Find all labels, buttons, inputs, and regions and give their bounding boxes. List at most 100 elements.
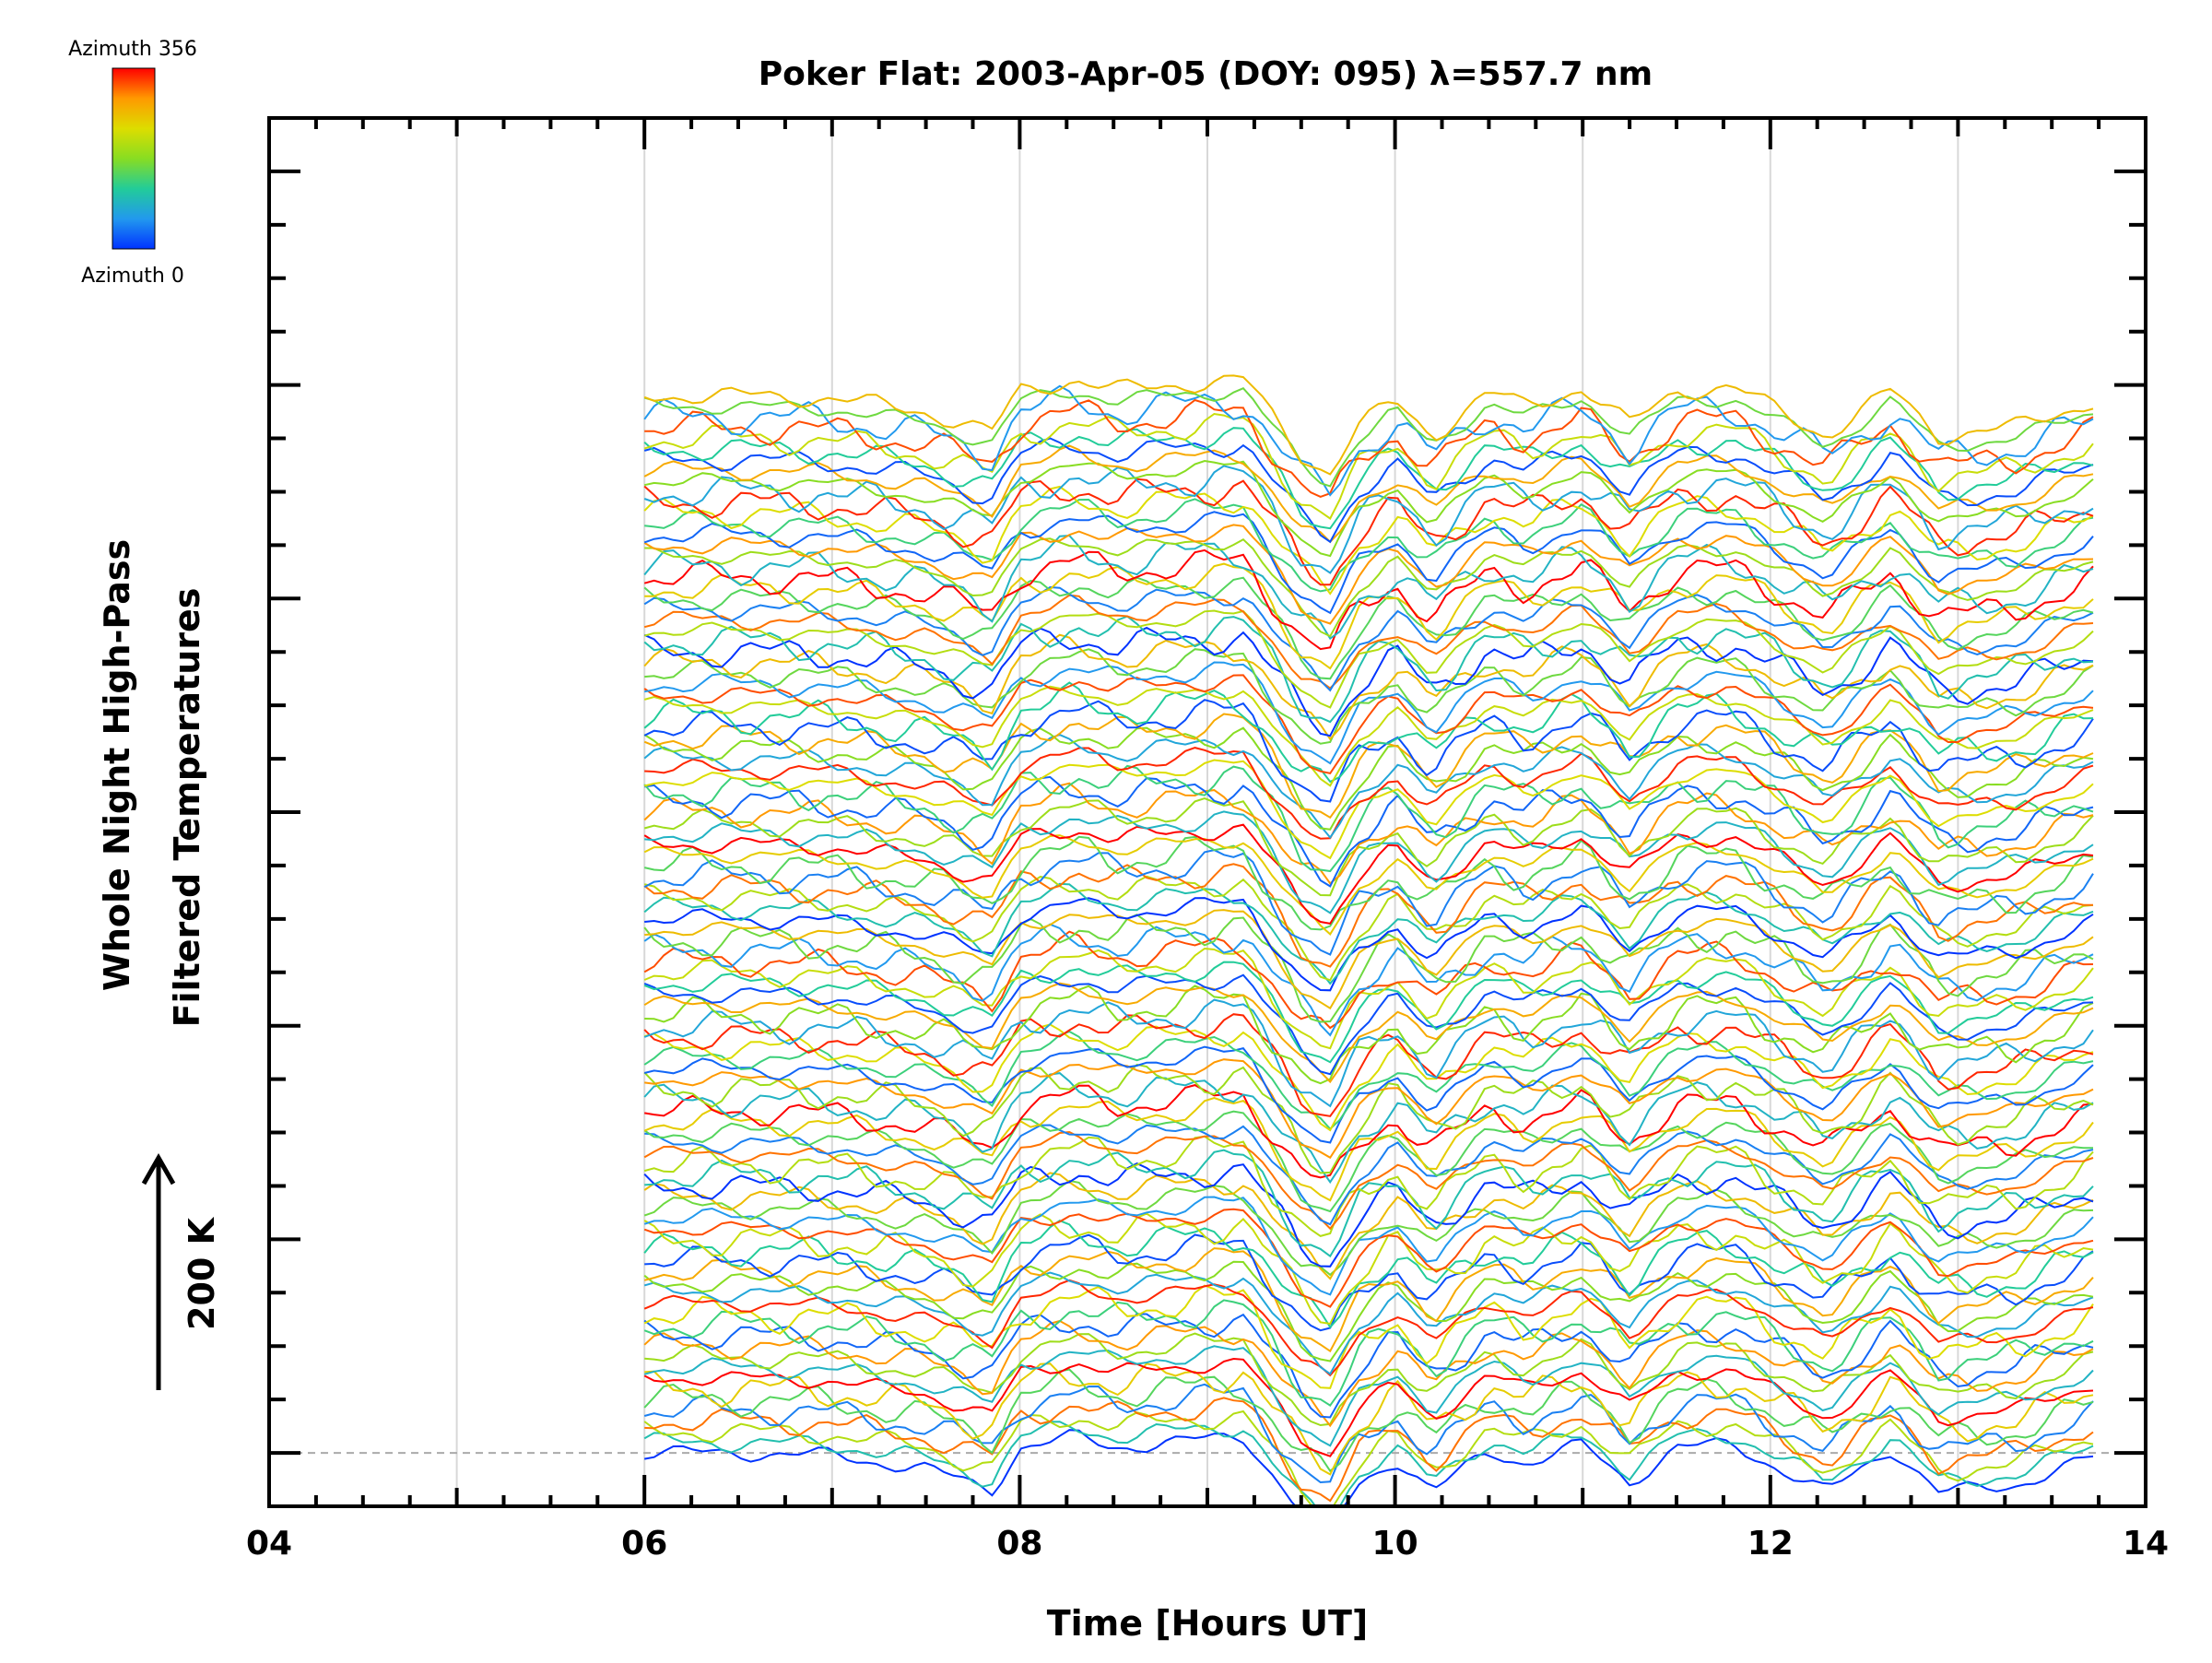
temperature-series-line [643, 1345, 2094, 1447]
temperature-series-line [643, 973, 2094, 1076]
temperature-series-line [644, 775, 2094, 888]
scale-arrow-head [141, 1152, 176, 1185]
x-tick-label: 06 [621, 1525, 667, 1563]
temperature-series-line [643, 1421, 2094, 1506]
temperature-series-line [643, 1097, 2094, 1202]
temperature-series-line [644, 1124, 2094, 1226]
temperature-series-line [643, 459, 2094, 558]
temperature-series-line [643, 576, 2094, 680]
temperature-series-line [643, 1162, 2094, 1268]
temperature-series-line [643, 437, 2094, 544]
temperature-series-line [643, 882, 2094, 985]
colorbar-bottom-label: Azimuth 0 [81, 265, 184, 288]
temperature-series-line [643, 1196, 2094, 1296]
temperature-series-line [644, 1362, 2094, 1476]
temperature-series-line [643, 374, 2094, 476]
colorbar-gradient [112, 67, 156, 250]
temperature-series-line [643, 594, 2094, 690]
temperature-series-line [644, 1084, 2094, 1179]
temperature-series-line [643, 726, 2094, 831]
temperature-series-line [643, 782, 2094, 885]
temperature-series-line [643, 444, 2094, 544]
temperature-series-line [644, 1332, 2094, 1427]
temperature-series-line [643, 849, 2094, 956]
temperature-series-line [643, 1247, 2094, 1353]
temperature-series-line [643, 930, 2094, 1030]
temperature-series-line [643, 823, 2094, 926]
temperature-series-line [643, 1271, 2094, 1375]
temperature-series-line [644, 1058, 2094, 1160]
x-tick-label: 08 [996, 1525, 1042, 1563]
x-axis-tick-labels: 04 06 08 10 12 14 [246, 1525, 2169, 1563]
x-tick-label: 10 [1372, 1525, 1418, 1563]
temperature-series-line [643, 511, 2094, 615]
x-tick-label: 14 [2123, 1525, 2169, 1563]
temperature-series-line [643, 615, 2094, 724]
temperature-series-line [644, 498, 2094, 593]
x-tick-label: 12 [1747, 1525, 1794, 1563]
temperature-series-line [643, 1130, 2094, 1231]
temperature-series-line [643, 914, 2094, 1023]
temperature-series-line [644, 648, 2094, 745]
x-gridlines [455, 118, 1959, 1506]
temperature-series-line [643, 699, 2094, 803]
temperature-series-line [643, 835, 2094, 931]
azimuth-colorbar: Azimuth 356 Azimuth 0 [68, 38, 197, 288]
temperature-series-line [644, 747, 2094, 840]
x-axis-label: Time [Hours UT] [1047, 1603, 1369, 1644]
temperature-series-line [643, 386, 2094, 488]
y-axis-ticks [269, 169, 2146, 1456]
temperature-series-line [644, 1149, 2094, 1258]
temperature-series-line [644, 1429, 2094, 1506]
temperature-series-line [644, 661, 2094, 765]
y-axis-label-line2: Filtered Temperatures [167, 588, 207, 1028]
temperature-series-line [644, 398, 2094, 498]
scale-label: 200 K [182, 1216, 222, 1330]
temperature-series-line [643, 1063, 2094, 1174]
temperature-series-line [643, 674, 2094, 775]
temperature-series-line [643, 875, 2094, 982]
temperature-series-line [644, 810, 2094, 914]
scale-indicator: 200 K [141, 1152, 222, 1390]
temperature-series-line [643, 863, 2093, 968]
temperature-series-line [643, 1313, 2094, 1419]
temperature-series-line [643, 524, 2094, 625]
temperature-series-line [643, 961, 2094, 1064]
temperature-series-line [643, 1045, 2094, 1144]
temperature-series-line [643, 626, 2094, 737]
temperature-series-line [644, 1397, 2094, 1503]
temperature-series-line [643, 1030, 2094, 1131]
temperature-series-line [643, 1357, 2094, 1457]
chart-title: Poker Flat: 2003-Apr-05 (DOY: 095) λ=557… [759, 55, 1653, 93]
temperature-series-line [643, 609, 2094, 709]
temperature-series-line [644, 537, 2094, 638]
temperature-series-line [643, 685, 2094, 787]
temperature-series-line [643, 1023, 2094, 1132]
temperature-series-line [643, 1279, 2094, 1377]
temperature-series-line [643, 1135, 2094, 1237]
temperature-series-line [643, 384, 2094, 497]
colorbar-top-label: Azimuth 356 [68, 38, 197, 61]
temperature-series-line [643, 834, 2094, 936]
temperature-series-line [643, 982, 2094, 1084]
x-tick-label: 04 [246, 1525, 292, 1563]
temperature-series-line [643, 998, 2094, 1108]
temperature-series-line [643, 1219, 2094, 1329]
temperature-series-line [643, 1319, 2094, 1428]
temperature-series-line [643, 633, 2094, 741]
temperature-series-line [643, 1260, 2094, 1362]
temperature-series-line [643, 1072, 2094, 1185]
temperature-series-line [643, 1212, 2094, 1326]
temperature-series-line [644, 897, 2094, 992]
temperature-series-line [643, 1299, 2094, 1407]
y-axis-label-line1: Whole Night High-Pass [97, 539, 137, 991]
temperature-series-line [644, 562, 2094, 670]
temperature-series-line [644, 985, 2094, 1085]
temperature-series-line [643, 1110, 2093, 1213]
temperature-series-line [643, 764, 2094, 873]
temperature-series-line [643, 485, 2094, 596]
temperature-series-line [643, 681, 2094, 784]
temperature-series-line [643, 713, 2094, 820]
